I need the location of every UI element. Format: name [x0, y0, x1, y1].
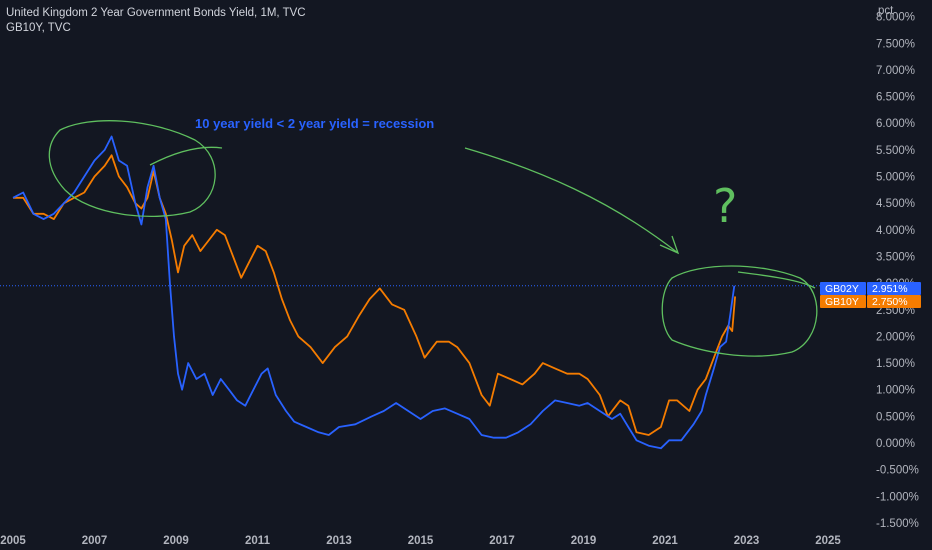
y-tick-label: 5.500% — [876, 145, 915, 157]
y-tick-label: 1.500% — [876, 358, 915, 370]
y-tick-label: 4.000% — [876, 225, 915, 237]
annotation-layer: 10 year yield < 2 year yield = recession… — [48, 116, 818, 357]
x-tick-label: 2015 — [408, 535, 434, 547]
x-tick-label: 2017 — [489, 535, 515, 547]
series-value-label: 2.750% — [872, 296, 908, 308]
series-name-label: GB10Y — [825, 296, 859, 308]
arrow-annotation — [464, 147, 679, 254]
y-tick-label: -1.500% — [876, 518, 919, 530]
y-tick-label: 3.500% — [876, 251, 915, 263]
price-badge-gb10y: GB10Y 2.750% — [820, 295, 921, 308]
x-tick-label: 2009 — [163, 535, 189, 547]
x-tick-label: 2005 — [0, 535, 26, 547]
y-tick-label: 0.000% — [876, 438, 915, 450]
chart-title: United Kingdom 2 Year Government Bonds Y… — [6, 7, 306, 19]
x-tick-label: 2021 — [652, 535, 678, 547]
x-tick-label: 2011 — [245, 535, 271, 547]
y-axis-unit-label: pct — [878, 5, 894, 17]
y-tick-label: 7.500% — [876, 38, 915, 50]
x-tick-label: 2025 — [815, 535, 841, 547]
y-tick-label: 6.500% — [876, 92, 915, 104]
y-tick-label: 6.000% — [876, 118, 915, 130]
annotation-text: 10 year yield < 2 year yield = recession — [195, 116, 434, 131]
tail-stroke-2022 — [737, 271, 816, 289]
y-tick-label: 0.500% — [876, 411, 915, 423]
y-tick-label: 4.500% — [876, 198, 915, 210]
y-tick-label: -1.000% — [876, 491, 919, 503]
y-tick-label: 2.000% — [876, 331, 915, 343]
arrow-head — [659, 235, 680, 255]
y-tick-label: 8.000% — [876, 12, 915, 24]
series-line-gb02y — [12, 135, 736, 450]
x-tick-label: 2007 — [82, 535, 108, 547]
x-tick-label: 2023 — [734, 535, 760, 547]
y-tick-label: -0.500% — [876, 465, 919, 477]
series-value-label: 2.951% — [872, 283, 908, 295]
y-tick-label: 5.000% — [876, 172, 915, 184]
price-badge-gb02y: GB02Y 2.951% — [820, 282, 921, 295]
series-line-gb10y — [13, 154, 736, 436]
tail-stroke-2008 — [149, 146, 223, 166]
x-tick-label: 2019 — [571, 535, 597, 547]
circle-annotation-2007 — [48, 120, 216, 217]
circle-annotation-2022 — [661, 265, 818, 357]
question-mark: ? — [713, 179, 737, 233]
y-tick-label: 7.000% — [876, 65, 915, 77]
chart-subtitle: GB10Y, TVC — [6, 22, 71, 34]
y-tick-label: 1.000% — [876, 385, 915, 397]
x-tick-label: 2013 — [326, 535, 352, 547]
series-name-label: GB02Y — [825, 283, 859, 295]
